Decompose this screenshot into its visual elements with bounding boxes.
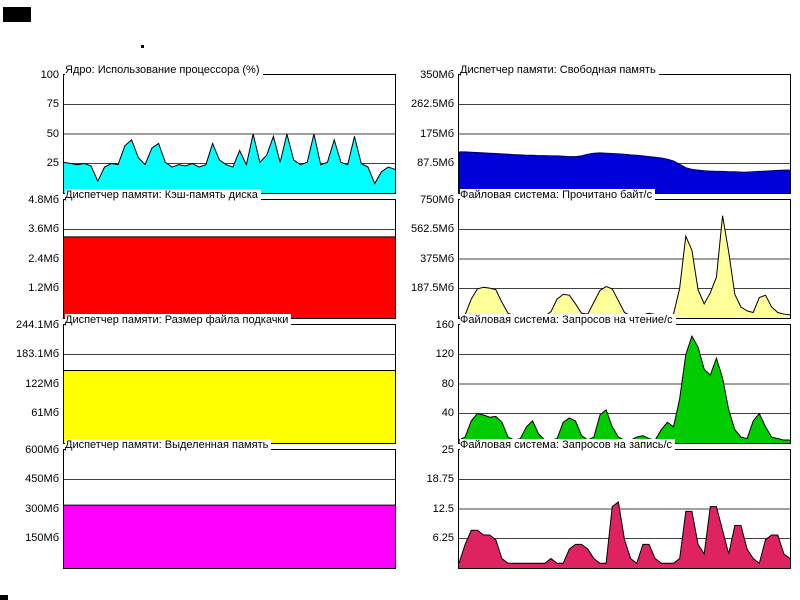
disk-cache-chart (64, 229, 395, 318)
y-tick-label: 160 (435, 319, 454, 331)
chart-title: Файловая система: Запросов на запись/с (460, 439, 675, 451)
chart-title: Диспетчер памяти: Размер файла подкачки (65, 314, 292, 326)
swap-file-size-plot[interactable] (63, 324, 396, 444)
allocated-memory-plot[interactable] (63, 449, 396, 569)
chart-panel-write-requests: Файловая система: Запросов на запись/с 2… (426, 439, 791, 569)
y-tick-label: 375Мб (420, 253, 454, 265)
chart-panel-read-requests: Файловая система: Запросов на чтение/с 1… (436, 314, 791, 444)
read-requests-chart (459, 334, 790, 443)
y-tick-label: 262.5Мб (411, 98, 454, 110)
cpu-usage-chart (64, 104, 395, 193)
y-tick-label: 100 (40, 69, 59, 81)
chart-title: Файловая система: Прочитано байт/с (460, 189, 656, 201)
chart-panel-disk-cache: Диспетчер памяти: Кэш-память диска 4.8Мб… (28, 189, 396, 319)
y-tick-label: 120 (435, 348, 454, 360)
y-tick-label: 450Мб (25, 473, 59, 485)
y-tick-label: 4.8Мб (28, 194, 59, 206)
cpu-usage-plot[interactable] (63, 74, 396, 194)
read-requests-plot[interactable] (458, 324, 791, 444)
chart-panel-swap-file-size: Диспетчер памяти: Размер файла подкачки … (16, 314, 396, 444)
chart-title: Диспетчер памяти: Кэш-память диска (65, 189, 261, 201)
window-corner-artifact (3, 7, 31, 22)
bottom-corner-artifact (0, 595, 8, 600)
chart-title: Диспетчер памяти: Выделенная память (65, 439, 272, 451)
y-tick-label: 25 (441, 444, 454, 456)
y-tick-label: 122Мб (25, 378, 59, 390)
y-tick-label: 244.1Мб (16, 319, 59, 331)
y-tick-label: 750Мб (420, 194, 454, 206)
y-tick-label: 12.5 (432, 503, 454, 515)
y-tick-label: 2.4Мб (28, 253, 59, 265)
y-tick-label: 80 (441, 378, 454, 390)
stray-dot-artifact (141, 45, 144, 48)
y-tick-label: 175Мб (420, 128, 454, 140)
y-tick-label: 562.5Мб (411, 223, 454, 235)
y-tick-label: 50 (46, 128, 59, 140)
y-tick-label: 25 (46, 157, 59, 169)
chart-panel-allocated-memory: Диспетчер памяти: Выделенная память 600М… (25, 439, 396, 569)
y-tick-label: 600Мб (25, 444, 59, 456)
write-requests-chart (459, 479, 790, 568)
read-bytes-chart (459, 215, 790, 318)
y-tick-label: 61Мб (31, 407, 59, 419)
y-tick-label: 40 (441, 407, 454, 419)
chart-panel-cpu-usage: Ядро: Использование процессора (%) 100 7… (41, 64, 396, 194)
y-tick-label: 6.25 (432, 532, 454, 544)
y-tick-label: 1.2Мб (28, 282, 59, 294)
y-tick-label: 350Мб (420, 69, 454, 81)
free-memory-chart (459, 104, 790, 193)
y-tick-label: 18.75 (426, 473, 454, 485)
write-requests-plot[interactable] (458, 449, 791, 569)
y-tick-label: 75 (46, 98, 59, 110)
chart-title: Диспетчер памяти: Свободная память (460, 64, 659, 76)
y-tick-label: 183.1Мб (16, 348, 59, 360)
free-memory-plot[interactable] (458, 74, 791, 194)
swap-file-size-chart (64, 354, 395, 443)
chart-title: Файловая система: Запросов на чтение/с (460, 314, 676, 326)
chart-panel-read-bytes: Файловая система: Прочитано байт/с 750Мб… (411, 189, 791, 319)
disk-cache-plot[interactable] (63, 199, 396, 319)
y-tick-label: 87.5Мб (417, 157, 454, 169)
read-bytes-plot[interactable] (458, 199, 791, 319)
chart-panel-free-memory: Диспетчер памяти: Свободная память 350Мб… (411, 64, 791, 194)
y-tick-label: 300Мб (25, 503, 59, 515)
y-tick-label: 150Мб (25, 532, 59, 544)
y-tick-label: 187.5Мб (411, 282, 454, 294)
y-tick-label: 3.6Мб (28, 223, 59, 235)
allocated-memory-chart (64, 479, 395, 568)
chart-title: Ядро: Использование процессора (%) (65, 64, 263, 76)
